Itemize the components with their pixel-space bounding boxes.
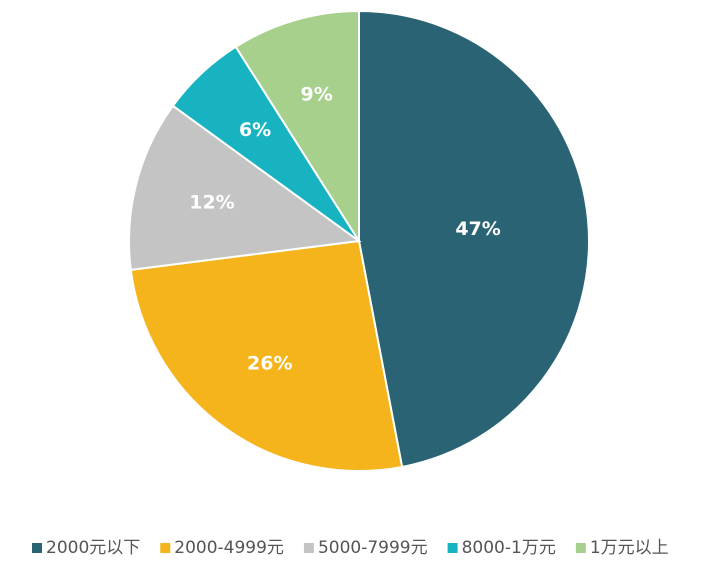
- pie-slice: [128, 104, 362, 271]
- legend-swatch: [303, 543, 314, 553]
- legend-label: 5000-7999元: [318, 538, 428, 558]
- pie-slice: [234, 9, 360, 245]
- pie-slice: [358, 9, 590, 469]
- data-label: 9%: [301, 84, 333, 106]
- legend-swatch: [32, 543, 42, 553]
- legend-swatch: [575, 543, 586, 553]
- data-label: 12%: [189, 192, 234, 214]
- data-label: 6%: [239, 119, 271, 141]
- pie-slice: [129, 239, 404, 472]
- legend-swatch: [160, 543, 171, 553]
- legend-label: 2000-4999元: [174, 538, 284, 558]
- legend-label: 8000-1万元: [462, 538, 556, 558]
- data-label: 47%: [455, 218, 500, 240]
- data-label: 26%: [247, 352, 292, 374]
- legend-swatch: [447, 543, 458, 553]
- legend-label: 2000元以下: [46, 538, 140, 558]
- legend-label: 1万元以上: [590, 538, 669, 558]
